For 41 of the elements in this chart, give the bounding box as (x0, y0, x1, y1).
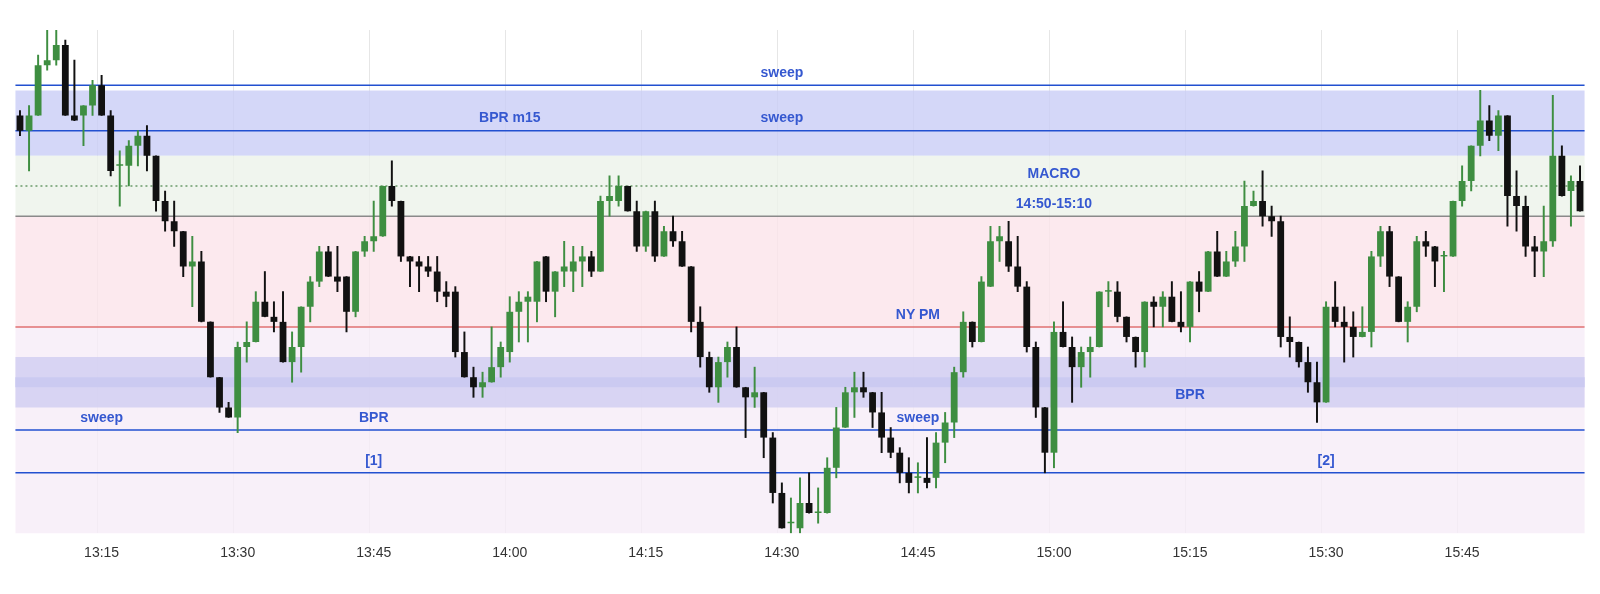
candlestick (606, 175, 613, 217)
candlestick (334, 246, 341, 292)
candlestick (1286, 316, 1294, 358)
candlestick (524, 291, 532, 343)
annotation: 14:50-15:10 (1015, 195, 1093, 212)
annotation: BPR (358, 408, 389, 425)
x-tick-label: 14:30 (764, 544, 800, 561)
candlestick (116, 150, 124, 207)
annotation: sweep (80, 408, 124, 425)
x-tick-label: 13:15 (84, 544, 120, 561)
annotation: NY PM (895, 305, 940, 322)
candlestick (914, 462, 922, 494)
candlestick (370, 200, 378, 252)
candlestick (578, 246, 586, 287)
annotation: [2] (1317, 451, 1335, 468)
candlestick (188, 235, 196, 308)
x-tick-label: 14:15 (628, 544, 664, 561)
x-tick-label: 15:00 (1036, 544, 1072, 561)
candlestick (1086, 336, 1094, 378)
annotation: sweep (760, 64, 804, 81)
candlestick (851, 371, 858, 418)
annotation: sweep (760, 109, 804, 126)
candlestick (1531, 235, 1539, 277)
candlestick (1104, 281, 1112, 308)
candlestick (751, 366, 759, 408)
annotation: BPR m15 (479, 109, 541, 126)
x-tick-label: 15:15 (1172, 544, 1208, 561)
x-tick-label: 15:30 (1308, 544, 1344, 561)
candlestick (1340, 306, 1348, 363)
x-tick-label: 13:45 (356, 544, 392, 561)
candlestick (560, 241, 568, 287)
annotation: BPR (1175, 386, 1205, 403)
candlestick (43, 30, 51, 71)
x-tick-label: 14:45 (900, 544, 936, 561)
candlestick (71, 59, 78, 121)
x-tick-label: 15:45 (1444, 544, 1480, 561)
x-tick-label: 14:00 (492, 544, 528, 561)
annotation: [1] (365, 451, 383, 468)
annotation: MACRO (1027, 164, 1081, 181)
x-tick-label: 13:30 (220, 544, 256, 561)
annotation: sweep (896, 408, 940, 425)
